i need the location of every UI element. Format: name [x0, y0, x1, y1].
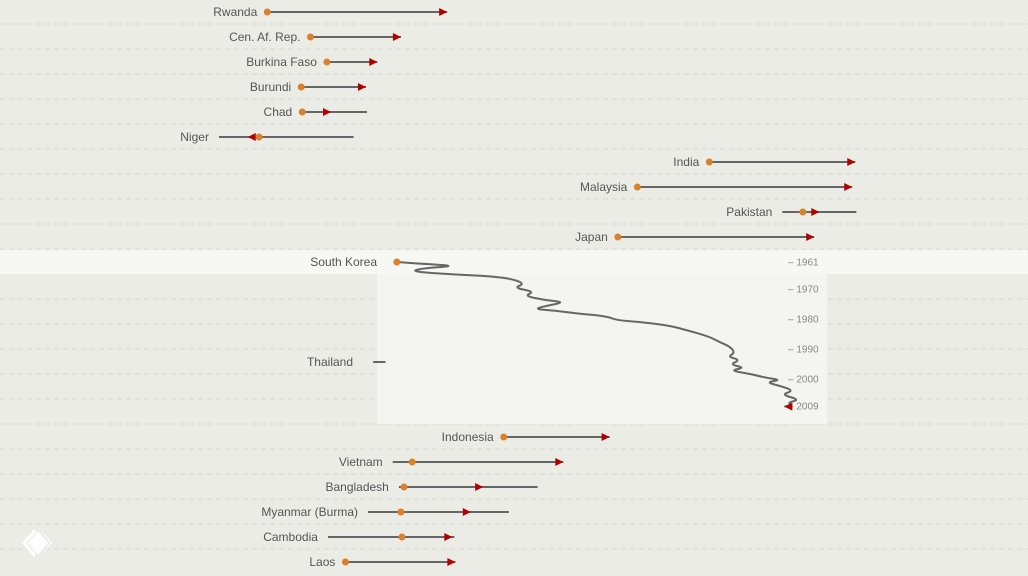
country-label: Malaysia [580, 180, 628, 194]
highlight-band [0, 250, 1028, 274]
year-tick-label: – 1980 [788, 315, 819, 326]
end-arrow [784, 402, 793, 411]
year-tick-label: – 1961 [788, 258, 819, 269]
end-arrow [844, 183, 853, 191]
end-arrow [811, 208, 820, 216]
country-label: Laos [309, 555, 335, 569]
country-label: Niger [180, 130, 209, 144]
end-arrow [462, 508, 471, 516]
country-label: Cen. Af. Rep. [229, 30, 300, 44]
south-korea-trajectory [396, 261, 798, 408]
country-label: Cambodia [263, 530, 318, 544]
start-dot [397, 508, 405, 516]
start-dot [633, 183, 641, 191]
end-arrow [369, 58, 378, 66]
start-dot [393, 258, 401, 266]
country-label: Vietnam [339, 455, 383, 469]
end-arrow [475, 483, 484, 491]
country-label: India [673, 155, 699, 169]
start-dot [255, 133, 263, 141]
year-tick-label: – 1970 [788, 285, 819, 296]
country-label: Chad [264, 105, 293, 119]
highlight-panel [377, 274, 827, 424]
year-tick-label: – 2000 [788, 375, 819, 386]
end-arrow [247, 133, 256, 141]
end-arrow [444, 533, 453, 541]
country-label: Bangladesh [325, 480, 388, 494]
country-rows: Rwanda Cen. Af. Rep. Burkina Faso Burundi Ch… [180, 5, 857, 569]
country-label: Burkina Faso [246, 55, 317, 69]
start-dot [400, 483, 408, 491]
end-arrow [447, 558, 456, 566]
start-dot [705, 158, 713, 166]
start-dot [297, 83, 305, 91]
start-dot [306, 33, 314, 41]
end-arrow [806, 233, 815, 241]
country-label: Japan [575, 230, 608, 244]
start-dot [263, 8, 271, 16]
start-dot [298, 108, 306, 116]
start-dot [799, 208, 807, 216]
country-label: Indonesia [442, 430, 494, 444]
end-arrow [323, 108, 332, 116]
start-dot [398, 533, 406, 541]
year-tick-label: – 2009 [788, 402, 819, 413]
start-dot [323, 58, 331, 66]
country-label: Myanmar (Burma) [261, 505, 358, 519]
start-dot [614, 233, 622, 241]
start-dot [341, 558, 349, 566]
end-arrow [601, 433, 610, 441]
end-arrow [439, 8, 448, 16]
start-dot [500, 433, 508, 441]
country-label: Pakistan [726, 205, 772, 219]
diamond-logo-icon [22, 529, 52, 557]
country-label: Burundi [250, 80, 291, 94]
end-arrow [847, 158, 856, 166]
country-label: Thailand [307, 355, 353, 369]
end-arrow [555, 458, 564, 466]
highlight-panel-group: – 1961 – 1970 – 1980 – 1990 – 2000 – 2009 Sout… [307, 255, 827, 424]
country-label: South Korea [310, 255, 377, 269]
start-dot [408, 458, 416, 466]
end-arrow [392, 33, 401, 41]
end-arrow [357, 83, 366, 91]
country-label: Rwanda [213, 5, 257, 19]
highlight-band-group [0, 250, 1028, 274]
year-tick-label: – 1990 [788, 345, 819, 356]
